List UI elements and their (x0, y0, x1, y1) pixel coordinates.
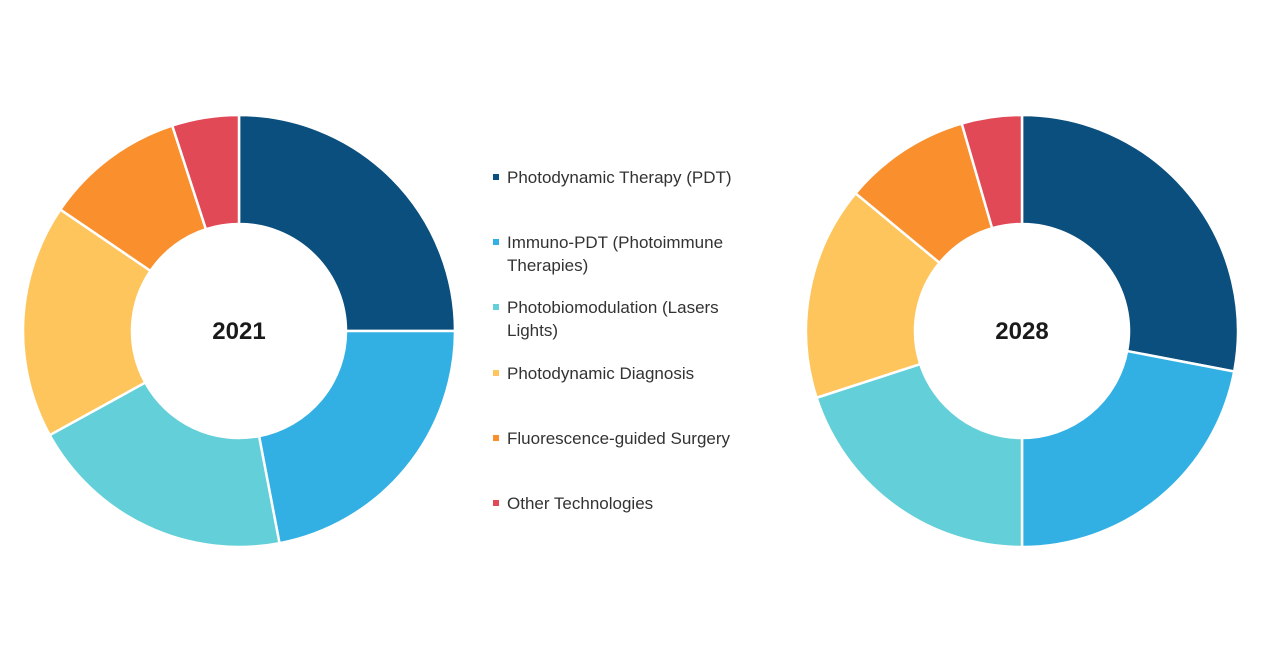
legend-marker (493, 370, 499, 376)
slice-2028-photodynamic-diagnosis (804, 191, 942, 400)
legend-marker (493, 500, 499, 506)
legend-item-photodynamic-therapy-pdt: Photodynamic Therapy (PDT) (493, 168, 732, 187)
legend-label: Fluorescence-guided Surgery (507, 429, 731, 448)
legend-label: Photodynamic Therapy (PDT) (507, 168, 732, 187)
legend-marker (493, 435, 499, 441)
legend-marker (493, 304, 499, 310)
legend-item-photobiomodulation-lasers-lights: Photobiomodulation (Lasers Lights) (493, 298, 719, 340)
donut-chart-2021: 2021 (21, 113, 457, 549)
slice-2021-photobiomodulation-lasers-lights (48, 380, 281, 549)
legend-item-photodynamic-diagnosis: Photodynamic Diagnosis (493, 364, 694, 383)
legend-label: Immuno-PDT (Photoimmune (507, 233, 723, 252)
legend: Photodynamic Therapy (PDT) Immuno-PDT (Ph… (493, 168, 732, 513)
legend-label: Photodynamic Diagnosis (507, 364, 694, 383)
slice-2028-photodynamic-therapy-pdt (1020, 113, 1240, 373)
legend-label: Other Technologies (507, 494, 653, 513)
slice-2021-photodynamic-diagnosis (21, 207, 153, 437)
slice-2028-other-technologies (960, 113, 1024, 230)
donut-chart-2028: 2028 (804, 113, 1240, 549)
legend-item-fluorescence-guided-surgery: Fluorescence-guided Surgery (493, 429, 731, 448)
donut-center-label-2021: 2021 (212, 318, 265, 345)
legend-label: Therapies) (507, 256, 588, 275)
legend-marker (493, 239, 499, 245)
slice-2021-immuno-pdt-photoimmune-therapies (257, 329, 457, 545)
donut-center-label-2028: 2028 (995, 318, 1048, 345)
legend-item-immuno-pdt-photoimmune-therapies: Immuno-PDT (Photoimmune Therapies) (493, 233, 723, 275)
slice-2028-immuno-pdt-photoimmune-therapies (1020, 349, 1236, 549)
slice-2021-photodynamic-therapy-pdt (237, 113, 457, 333)
legend-marker (493, 174, 499, 180)
legend-item-other-technologies: Other Technologies (493, 494, 653, 513)
legend-label: Lights) (507, 321, 558, 340)
legend-label: Photobiomodulation (Lasers (507, 298, 719, 317)
slice-2021-other-technologies (170, 113, 241, 231)
slice-2028-photobiomodulation-lasers-lights (814, 362, 1024, 549)
